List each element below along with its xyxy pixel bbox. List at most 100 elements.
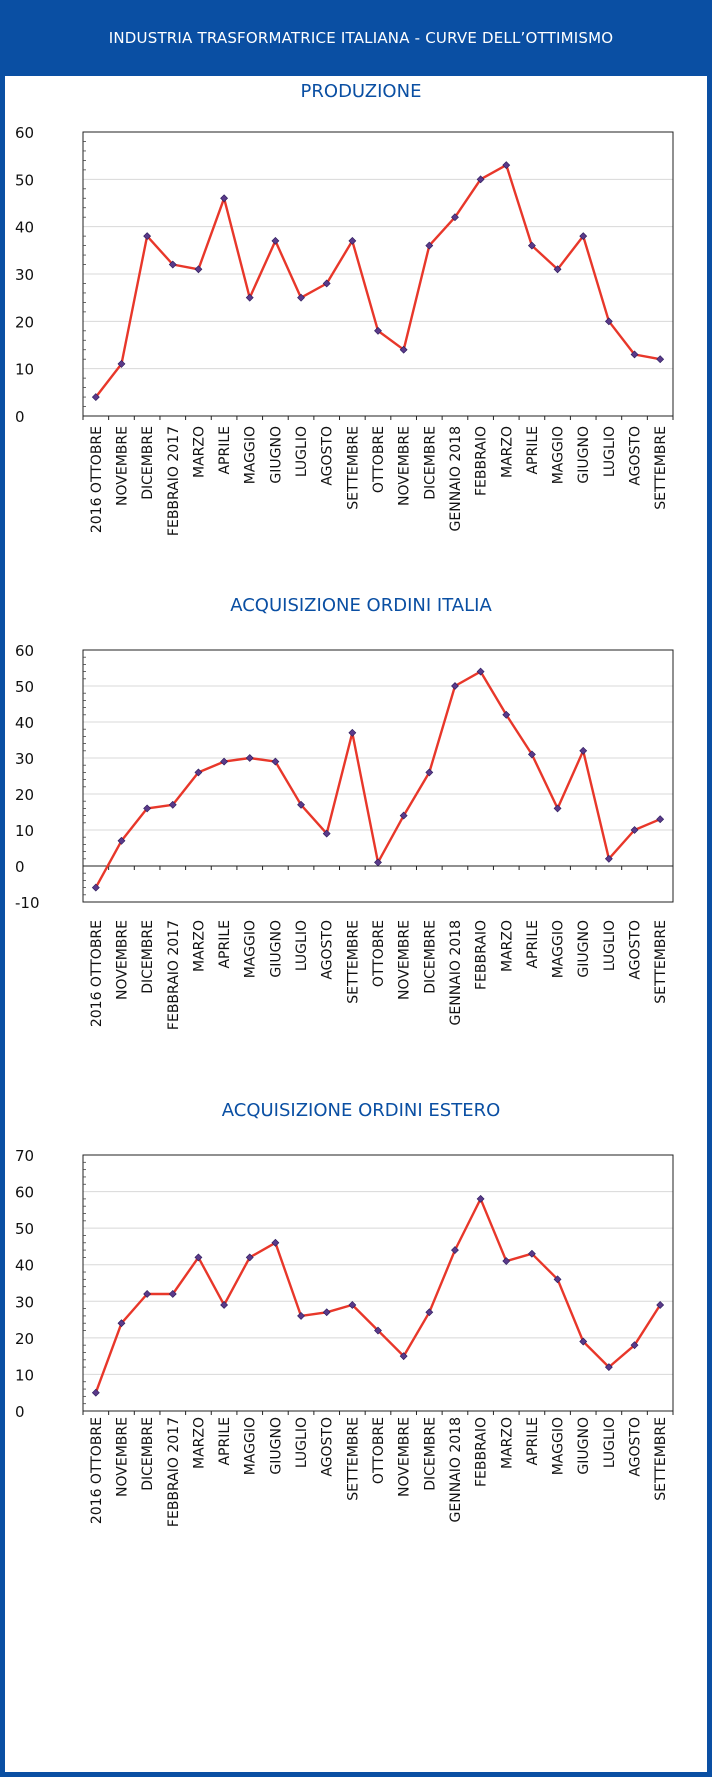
data-point-marker xyxy=(245,754,254,762)
y-tick-label: 60 xyxy=(15,1184,34,1202)
data-point-marker xyxy=(168,800,177,809)
y-tick-label: 20 xyxy=(15,1330,34,1348)
x-tick-label: AGOSTO xyxy=(628,426,644,486)
data-point-marker xyxy=(476,667,485,676)
x-tick-label: MARZO xyxy=(191,426,207,478)
x-tick-label: GENNAIO 2018 xyxy=(448,1417,464,1522)
x-tick-label: APRILE xyxy=(217,920,233,969)
x-tick-label: 2016 OTTOBRE xyxy=(89,920,105,1027)
x-tick-label: DICEMBRE xyxy=(140,1417,156,1491)
chart-title: PRODUZIONE xyxy=(300,81,422,102)
data-point-marker xyxy=(194,1253,203,1262)
chart-title: ACQUISIZIONE ORDINI ESTERO xyxy=(221,1100,501,1121)
data-point-marker xyxy=(527,241,536,250)
x-tick-label: APRILE xyxy=(525,1417,541,1466)
y-tick-label: 30 xyxy=(15,1293,34,1311)
data-point-marker xyxy=(297,800,305,809)
x-tick-label: 2016 OTTOBRE xyxy=(89,1417,105,1524)
data-point-marker xyxy=(604,1363,613,1372)
data-point-marker xyxy=(143,804,152,813)
x-tick-label: LUGLIO xyxy=(294,426,310,477)
x-tick-label: DICEMBRE xyxy=(422,1417,438,1491)
x-tick-label: APRILE xyxy=(525,920,541,969)
data-point-marker xyxy=(194,768,203,777)
data-point-marker xyxy=(168,260,177,269)
x-tick-label: LUGLIO xyxy=(602,1417,618,1468)
x-tick-label: DICEMBRE xyxy=(140,426,156,500)
y-tick-label: 0 xyxy=(15,858,25,876)
data-point-marker xyxy=(399,345,408,354)
chart-ordini-estero: ACQUISIZIONE ORDINI ESTERO 0 10 20 30 40 50 60… xyxy=(5,1095,712,1595)
x-tick-label: AGOSTO xyxy=(628,1417,644,1477)
chart-title: ACQUISIZIONE ORDINI ITALIA xyxy=(230,595,492,616)
x-tick-label: GENNAIO 2018 xyxy=(448,920,464,1025)
x-tick-label: GENNAIO 2018 xyxy=(448,426,464,531)
data-point-marker xyxy=(553,804,562,813)
x-tick-label: AGOSTO xyxy=(320,426,336,486)
y-tick-label: 30 xyxy=(15,750,34,768)
x-tick-label: GIUGNO xyxy=(268,920,284,978)
x-tick-label: LUGLIO xyxy=(602,426,618,477)
data-point-marker xyxy=(117,360,126,368)
data-point-marker xyxy=(425,1308,434,1317)
x-tick-label: OTTOBRE xyxy=(371,426,387,493)
x-tick-label: DICEMBRE xyxy=(422,920,438,994)
x-tick-label: MAGGIO xyxy=(243,426,259,484)
data-point-marker xyxy=(451,682,459,690)
chart-svg-ordini-italia: -10 0 10 20 30 40 50 60 2016 OTTOBRE NOVEMBRE DICE… xyxy=(15,642,674,1030)
x-tick-label: OTTOBRE xyxy=(371,920,387,987)
data-point-marker xyxy=(374,858,382,867)
x-tick-label: LUGLIO xyxy=(294,1417,310,1468)
data-point-marker xyxy=(117,1319,126,1328)
series-line xyxy=(94,670,661,889)
data-point-marker xyxy=(502,1257,511,1265)
data-point-marker xyxy=(117,836,126,845)
data-point-marker xyxy=(656,1301,665,1309)
x-tick-label: NOVEMBRE xyxy=(114,1417,130,1497)
plot-area-frame xyxy=(82,649,674,903)
data-point-marker xyxy=(451,213,459,222)
y-tick-label: 50 xyxy=(15,1220,34,1238)
y-tick-label: 0 xyxy=(15,408,25,426)
data-point-marker xyxy=(527,1249,536,1258)
data-point-marker xyxy=(476,1194,485,1203)
x-tick-label: APRILE xyxy=(525,426,541,475)
x-tick-label: MAGGIO xyxy=(243,1417,259,1475)
x-tick-label: FEBBRAIO xyxy=(474,1417,490,1487)
y-tick-label: 50 xyxy=(15,678,34,696)
x-tick-label: SETTEMBRE xyxy=(653,920,669,1004)
x-tick-label: LUGLIO xyxy=(294,920,310,971)
x-tick-label: MARZO xyxy=(191,1417,207,1469)
data-point-marker xyxy=(220,194,229,203)
data-point-marker xyxy=(91,1388,100,1397)
data-point-marker xyxy=(425,768,434,777)
y-tick-label: 10 xyxy=(15,1366,34,1384)
data-point-marker xyxy=(271,757,280,766)
data-point-marker xyxy=(476,175,485,184)
data-point-marker xyxy=(425,241,434,250)
x-tick-label: OTTOBRE xyxy=(371,1417,387,1484)
x-tick-label: MARZO xyxy=(499,1417,515,1469)
data-point-marker xyxy=(579,232,588,241)
x-tick-label: AGOSTO xyxy=(320,1417,336,1477)
x-tick-label: DICEMBRE xyxy=(422,426,438,500)
data-point-marker xyxy=(451,1246,459,1255)
x-tick-label: GIUGNO xyxy=(268,1417,284,1475)
header-banner: INDUSTRIA TRASFORMATRICE ITALIANA - CURV… xyxy=(5,0,712,76)
header-title: INDUSTRIA TRASFORMATRICE ITALIANA - CURV… xyxy=(108,29,614,47)
chart-produzione: PRODUZIONE 0 10 20 30 40 50 60 2016 OTTOBRE NOVE… xyxy=(5,76,712,576)
data-point-marker xyxy=(399,1352,408,1361)
x-tick-label: MARZO xyxy=(191,920,207,972)
x-tick-label: SETTEMBRE xyxy=(653,1417,669,1501)
data-point-marker xyxy=(297,1311,305,1320)
data-point-marker xyxy=(579,1337,588,1346)
y-tick-label: 60 xyxy=(15,642,34,660)
data-point-marker xyxy=(374,1326,382,1335)
y-tick-label: 0 xyxy=(15,1403,25,1421)
x-tick-label: LUGLIO xyxy=(602,920,618,971)
plot-area-frame xyxy=(82,1154,674,1412)
data-point-marker xyxy=(91,393,100,401)
data-point-marker xyxy=(143,1290,152,1298)
data-point-marker xyxy=(194,265,203,274)
data-point-marker xyxy=(604,317,613,326)
